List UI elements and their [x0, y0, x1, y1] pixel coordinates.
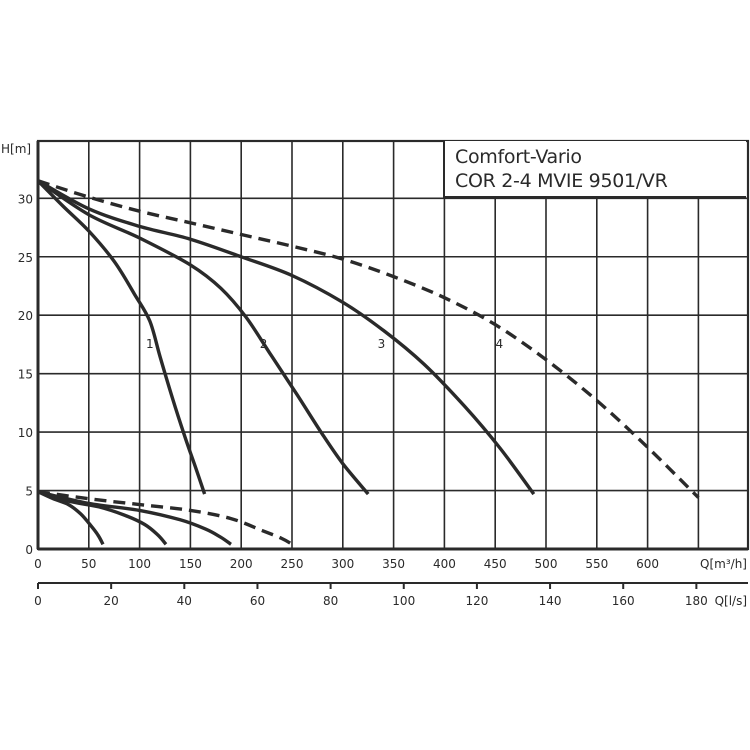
y-tick-label: 30: [18, 192, 33, 206]
curve-label-2: 2: [260, 337, 268, 351]
chart-title-line2: COR 2-4 MVIE 9501/VR: [455, 170, 668, 192]
grid-lines: [38, 141, 748, 549]
x2-tick-label: 160: [612, 594, 635, 608]
x-tick-label: 150: [179, 557, 202, 571]
x-tick-label: 350: [382, 557, 405, 571]
x-tick-label: 0: [34, 557, 42, 571]
y-tick-label: 5: [25, 485, 33, 499]
x-axis-label: Q[m³/h]: [700, 557, 747, 571]
axes: [36, 139, 750, 589]
chart-title-box: Comfort-Vario COR 2-4 MVIE 9501/VR: [443, 141, 746, 198]
chart-title-line1: Comfort-Vario: [455, 146, 582, 168]
pump-curve-3-low: [37, 490, 232, 546]
x-tick-label: 100: [128, 557, 151, 571]
x2-tick-label: 180: [685, 594, 708, 608]
x-tick-label: 250: [281, 557, 304, 571]
y-tick-label: 0: [25, 543, 33, 557]
x-tick-label: 500: [535, 557, 558, 571]
x-tick-label: 600: [636, 557, 659, 571]
x-tick-label: 200: [230, 557, 253, 571]
curve-label-4: 4: [495, 337, 503, 351]
x-tick-label: 450: [484, 557, 507, 571]
curve-label-1: 1: [146, 337, 154, 351]
x2-tick-label: 120: [465, 594, 488, 608]
x-tick-label: 400: [433, 557, 456, 571]
x2-tick-label: 60: [250, 594, 265, 608]
pump-curve-4-low: [37, 490, 295, 547]
x2-tick-label: 80: [323, 594, 338, 608]
pump-curve-4: [37, 179, 700, 499]
x-tick-label: 50: [81, 557, 96, 571]
y-tick-label: 10: [18, 426, 33, 440]
pump-curve-2-low: [37, 490, 168, 546]
pump-curves: 1 2 3 4: [36, 179, 700, 547]
y-axis-label: H[m]: [1, 142, 31, 156]
x2-tick-label: 140: [539, 594, 562, 608]
x2-tick-label: 20: [104, 594, 119, 608]
x-tick-label: 300: [331, 557, 354, 571]
y-tick-label: 20: [18, 309, 33, 323]
x2-tick-label: 100: [392, 594, 415, 608]
x2-tick-label: 0: [34, 594, 42, 608]
x-tick-label: 550: [585, 557, 608, 571]
y-tick-label: 15: [18, 368, 33, 382]
pump-curve-1-low: [37, 490, 105, 546]
pump-curve-3: [37, 179, 536, 496]
pump-curve-1: [36, 179, 207, 495]
y-tick-label: 25: [18, 251, 33, 265]
x2-tick-label: 40: [177, 594, 192, 608]
secondary-x-axis-label: Q[l/s]: [715, 594, 747, 608]
pump-curve-2: [37, 179, 370, 496]
curve-label-3: 3: [378, 337, 386, 351]
